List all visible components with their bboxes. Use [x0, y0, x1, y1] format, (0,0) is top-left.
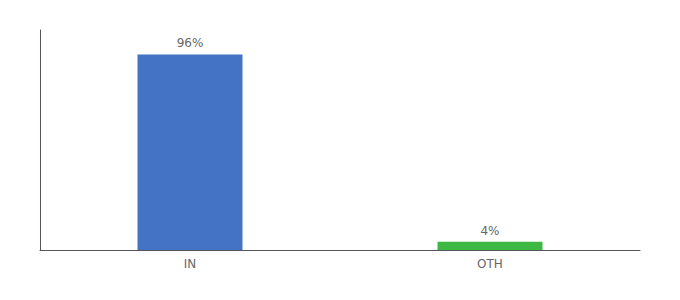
svg-text:4%: 4% [480, 224, 499, 238]
svg-text:OTH: OTH [477, 257, 503, 271]
svg-text:96%: 96% [177, 36, 204, 50]
svg-text:IN: IN [184, 257, 197, 271]
